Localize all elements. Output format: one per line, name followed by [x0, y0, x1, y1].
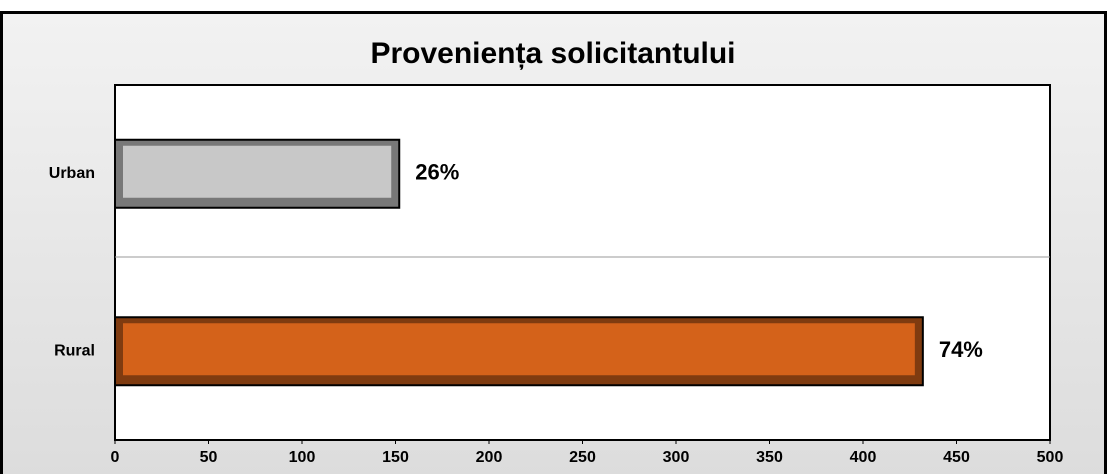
- x-tick-label: 50: [200, 449, 218, 466]
- x-tick-label: 500: [1037, 449, 1064, 466]
- x-tick-label: 400: [850, 449, 877, 466]
- x-tick-label: 200: [476, 449, 503, 466]
- chart-title: Proveniența solicitantului: [370, 37, 735, 70]
- x-tick-label: 450: [943, 449, 970, 466]
- x-tick-label: 150: [382, 449, 409, 466]
- plot-area: [114, 84, 1051, 441]
- x-tick-label: 250: [569, 449, 596, 466]
- bar-bevel: [123, 323, 915, 376]
- y-tick-label: Urban: [49, 165, 95, 182]
- value-label: 26%: [415, 160, 459, 185]
- x-tick-label: 300: [663, 449, 690, 466]
- x-tick-label: 0: [111, 449, 120, 466]
- x-tick-label: 100: [289, 449, 316, 466]
- value-label: 74%: [939, 337, 983, 362]
- x-tick-label: 350: [756, 449, 783, 466]
- y-tick-label: Rural: [54, 342, 95, 359]
- bar-bevel: [123, 145, 392, 198]
